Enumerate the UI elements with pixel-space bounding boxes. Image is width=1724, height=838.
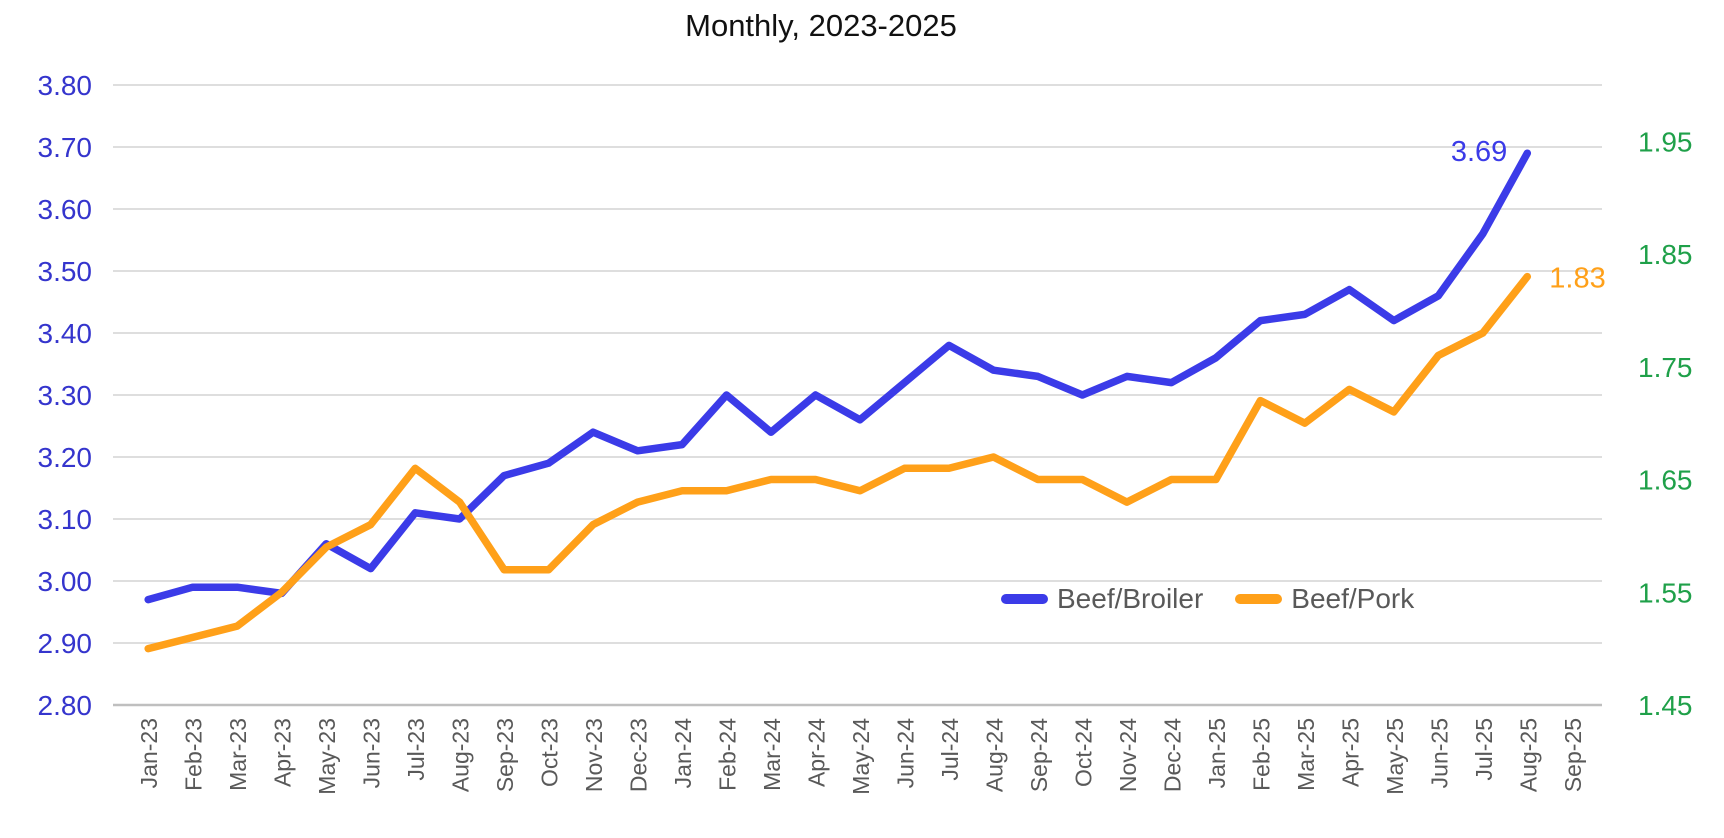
left-axis-tick-label: 3.30 bbox=[38, 380, 93, 411]
right-axis-tick-label: 1.75 bbox=[1638, 352, 1693, 383]
x-axis-tick-label: Jul-23 bbox=[403, 718, 429, 781]
x-axis-tick-label: Mar-23 bbox=[225, 718, 251, 791]
x-axis-tick-label: Mar-24 bbox=[759, 718, 785, 791]
right-axis-tick-label: 1.95 bbox=[1638, 126, 1693, 157]
x-axis-tick-label: May-23 bbox=[314, 718, 340, 795]
left-axis-tick-label: 3.60 bbox=[38, 194, 93, 225]
x-axis-tick-label: Jul-25 bbox=[1471, 718, 1497, 781]
legend-item-beef-pork: Beef/Pork bbox=[1235, 583, 1414, 615]
x-axis-tick-label: Nov-24 bbox=[1115, 718, 1141, 792]
legend-label-beef-pork: Beef/Pork bbox=[1291, 583, 1415, 614]
left-axis-tick-label: 3.50 bbox=[38, 256, 93, 287]
right-axis-tick-label: 1.55 bbox=[1638, 577, 1693, 608]
legend: Beef/Broiler Beef/Pork bbox=[1001, 583, 1414, 615]
x-axis-tick-label: May-24 bbox=[848, 718, 874, 795]
right-axis-tick-label: 1.85 bbox=[1638, 239, 1693, 270]
x-axis-tick-label: Dec-24 bbox=[1159, 718, 1185, 792]
right-axis-tick-label: 1.65 bbox=[1638, 465, 1693, 496]
x-axis-tick-label: Sep-25 bbox=[1560, 718, 1586, 792]
x-axis-tick-label: Jun-23 bbox=[359, 718, 385, 788]
x-axis-tick-label: Jul-24 bbox=[937, 718, 963, 781]
series-line-beef-pork bbox=[144, 272, 1532, 653]
x-axis-tick-label: Jun-24 bbox=[892, 718, 918, 789]
left-axis-tick-label: 2.90 bbox=[38, 628, 93, 659]
x-axis-tick-label: Nov-23 bbox=[581, 718, 607, 792]
x-axis-tick-label: Feb-23 bbox=[181, 718, 207, 791]
x-axis-tick-label: Apr-24 bbox=[804, 718, 830, 787]
data-label-beef-pork: 1.83 bbox=[1549, 263, 1605, 295]
x-axis-tick-label: Oct-24 bbox=[1070, 718, 1096, 787]
left-axis-tick-label: 3.00 bbox=[38, 566, 93, 597]
x-axis-tick-label: Jan-24 bbox=[670, 718, 696, 789]
left-axis-tick-label: 3.40 bbox=[38, 318, 93, 349]
x-axis-tick-label: Feb-25 bbox=[1248, 718, 1274, 791]
legend-item-beef-broiler: Beef/Broiler bbox=[1001, 583, 1203, 615]
x-axis-tick-label: Sep-23 bbox=[492, 718, 518, 792]
legend-swatch-beef-broiler-icon bbox=[1001, 594, 1048, 604]
x-axis-tick-label: Dec-23 bbox=[626, 718, 652, 792]
x-axis-tick-label: Oct-23 bbox=[537, 718, 563, 787]
x-axis-tick-label: Jan-23 bbox=[136, 718, 162, 788]
legend-swatch-beef-pork-icon bbox=[1235, 594, 1283, 604]
x-axis-tick-label: Apr-25 bbox=[1337, 718, 1363, 787]
chart-title: Monthly, 2023-2025 bbox=[685, 8, 957, 43]
left-axis-tick-label: 3.80 bbox=[38, 70, 93, 101]
x-axis-tick-label: Aug-23 bbox=[448, 718, 474, 792]
x-axis-tick-label: Aug-25 bbox=[1515, 718, 1541, 792]
left-axis-tick-label: 3.20 bbox=[38, 442, 93, 473]
right-axis-tick-label: 1.45 bbox=[1638, 690, 1693, 721]
x-axis-tick-label: Jan-25 bbox=[1204, 718, 1230, 788]
data-label-beef-broiler: 3.69 bbox=[1451, 136, 1507, 168]
x-axis-tick-label: Apr-23 bbox=[270, 718, 296, 787]
series-line-beef-broiler bbox=[144, 149, 1532, 604]
x-axis-tick-label: Aug-24 bbox=[981, 718, 1007, 792]
x-axis-tick-label: Feb-24 bbox=[715, 718, 741, 791]
left-axis-tick-label: 3.70 bbox=[38, 132, 93, 163]
x-axis-tick-label: Jun-25 bbox=[1426, 718, 1452, 788]
x-axis-tick-label: Sep-24 bbox=[1026, 718, 1052, 792]
x-axis-tick-label: May-25 bbox=[1382, 718, 1408, 795]
left-axis-tick-label: 3.10 bbox=[38, 504, 93, 535]
legend-label-beef-broiler: Beef/Broiler bbox=[1057, 583, 1204, 614]
left-axis-tick-label: 2.80 bbox=[38, 690, 93, 721]
x-axis-tick-label: Mar-25 bbox=[1293, 718, 1319, 791]
